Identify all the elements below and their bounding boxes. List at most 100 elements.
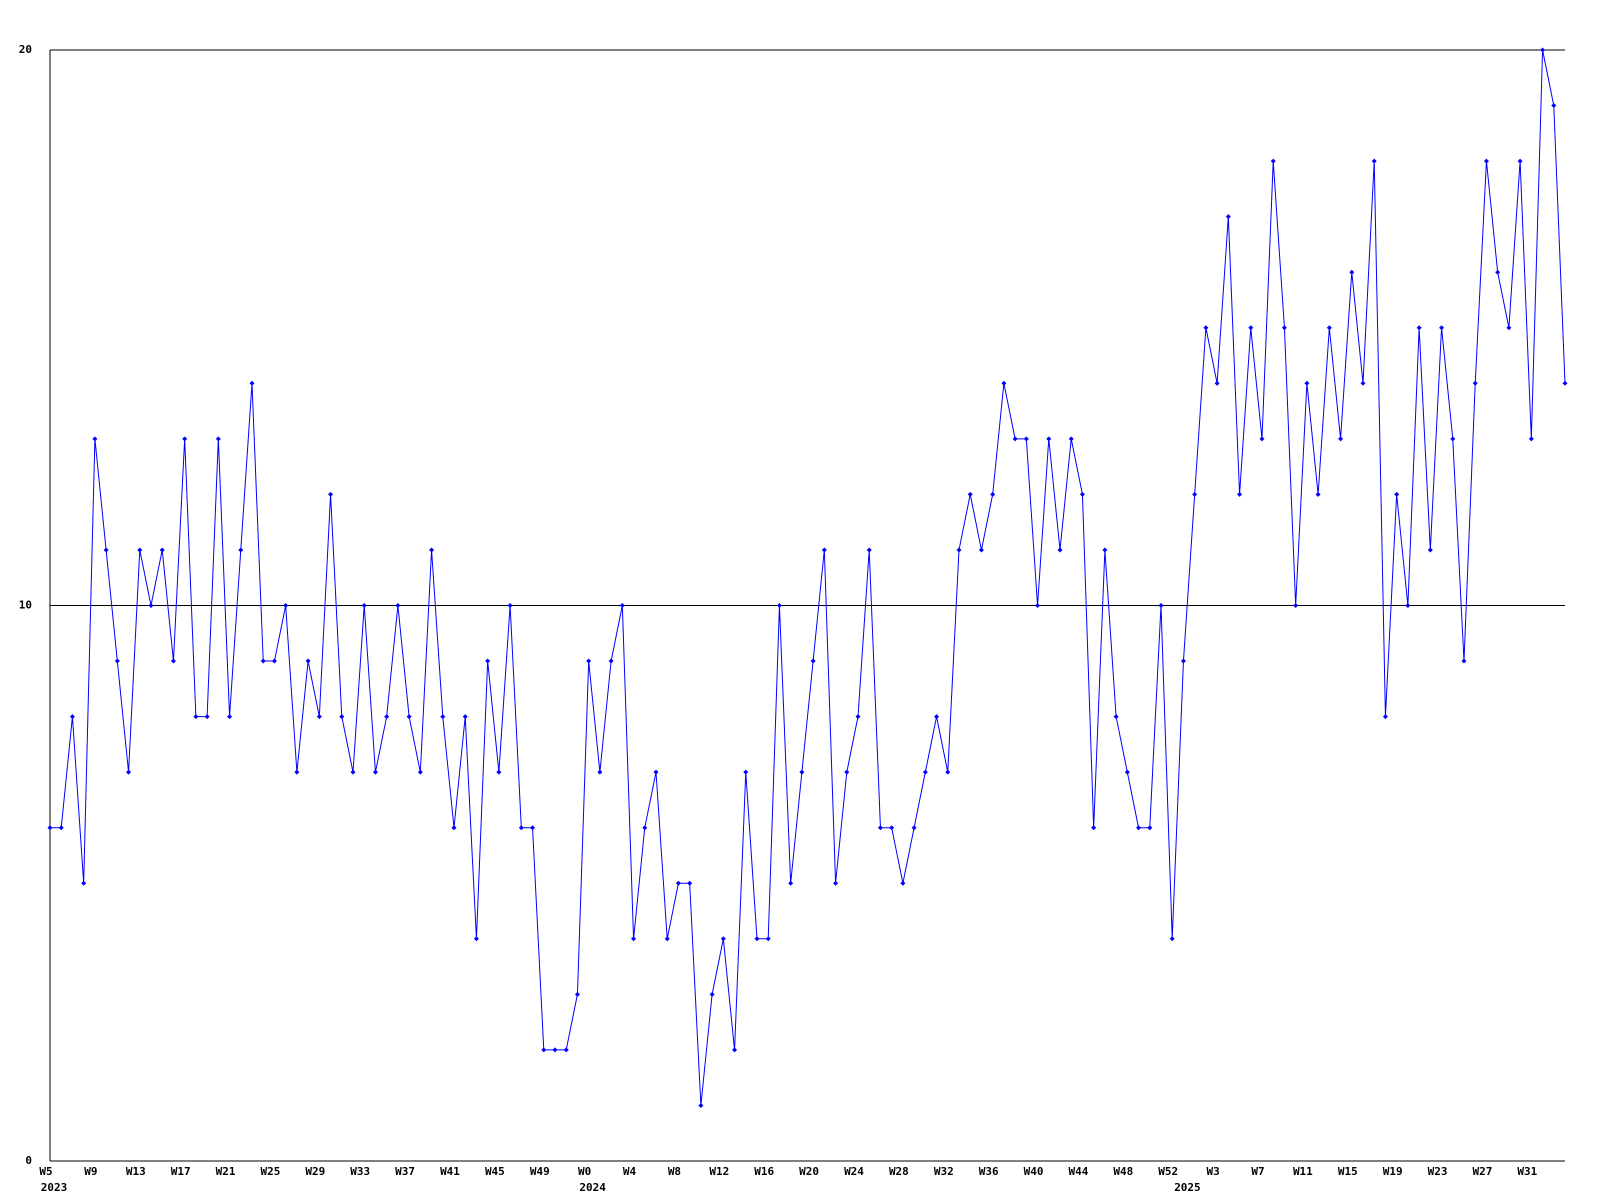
data-point (541, 1047, 547, 1053)
data-point (1450, 436, 1456, 442)
data-point (1551, 103, 1557, 109)
data-point (1259, 436, 1265, 442)
x-tick-label: W49 (530, 1165, 550, 1178)
data-point (429, 547, 435, 553)
data-point (563, 1047, 569, 1053)
data-point (720, 936, 726, 942)
data-point (361, 603, 367, 608)
data-point (799, 769, 805, 775)
x-tick-label: W8 (668, 1165, 681, 1178)
data-point (58, 825, 64, 831)
data-point (945, 769, 951, 775)
data-point (1338, 436, 1344, 442)
data-point (675, 880, 681, 886)
data-point (833, 880, 839, 886)
x-tick-label: W4 (623, 1165, 637, 1178)
data-point (1102, 547, 1108, 553)
data-point (496, 769, 502, 775)
data-point (182, 436, 188, 442)
x-tick-label: W13 (126, 1165, 146, 1178)
x-tick-label: W17 (171, 1165, 191, 1178)
data-point (462, 714, 468, 720)
x-tick-label: W0 (578, 1165, 591, 1178)
data-point (530, 825, 536, 831)
x-tick-label: W20 (799, 1165, 819, 1178)
data-point (765, 936, 771, 942)
data-point (1046, 436, 1052, 442)
data-point (1315, 491, 1321, 497)
data-point (844, 769, 850, 775)
data-point (1057, 547, 1063, 553)
data-point (126, 769, 132, 775)
data-point (1517, 158, 1523, 164)
data-point (877, 825, 883, 831)
data-point (215, 436, 221, 442)
data-point (1158, 603, 1164, 608)
data-point (406, 714, 412, 720)
data-point (1360, 380, 1366, 386)
x-tick-label: W16 (754, 1165, 774, 1178)
data-point (1528, 436, 1534, 442)
x-tick-label: W19 (1383, 1165, 1403, 1178)
data-point (1091, 825, 1097, 831)
data-point (653, 769, 659, 775)
x-tick-label: W52 (1158, 1165, 1178, 1178)
data-point (978, 547, 984, 553)
x-tick-label: W32 (934, 1165, 954, 1178)
data-point (372, 769, 378, 775)
data-point (1169, 936, 1175, 942)
y-tick-label: 0 (25, 1154, 32, 1167)
x-year-label: 2024 (579, 1181, 606, 1194)
data-point (1023, 436, 1029, 442)
data-point (934, 714, 940, 720)
data-point (518, 825, 524, 831)
x-tick-label: W36 (979, 1165, 999, 1178)
data-point (1461, 658, 1467, 664)
data-point (586, 658, 592, 664)
data-point (1012, 436, 1018, 442)
data-point (294, 769, 300, 775)
data-point (1427, 547, 1433, 553)
data-point (249, 380, 255, 386)
data-point (1270, 158, 1276, 164)
data-point (698, 1102, 704, 1108)
data-point (776, 603, 782, 608)
x-tick-label: W15 (1338, 1165, 1358, 1178)
data-point (1281, 325, 1287, 331)
data-point (1136, 825, 1142, 831)
data-point (137, 547, 143, 553)
x-tick-label: W12 (709, 1165, 729, 1178)
data-point (1483, 158, 1489, 164)
x-tick-label: W41 (440, 1165, 460, 1178)
data-point (1562, 380, 1568, 386)
data-point (170, 658, 176, 664)
data-point (47, 825, 53, 831)
x-tick-label: W25 (261, 1165, 281, 1178)
data-point (384, 714, 390, 720)
data-point (1439, 325, 1445, 331)
x-tick-label: W31 (1517, 1165, 1537, 1178)
data-point (1371, 158, 1377, 164)
x-tick-label: W44 (1069, 1165, 1089, 1178)
data-point (687, 880, 693, 886)
data-point (283, 603, 289, 608)
data-point (1495, 269, 1501, 275)
data-point (1113, 714, 1119, 720)
data-point (507, 603, 513, 608)
data-point (350, 769, 356, 775)
x-tick-label: W37 (395, 1165, 415, 1178)
data-point (1472, 380, 1478, 386)
x-tick-label: W9 (84, 1165, 97, 1178)
data-point (608, 658, 614, 664)
x-tick-label: W48 (1113, 1165, 1133, 1178)
x-tick-label: W27 (1473, 1165, 1493, 1178)
data-point (664, 936, 670, 942)
data-point (956, 547, 962, 553)
data-point (271, 658, 277, 664)
data-point (1214, 380, 1220, 386)
x-tick-label: W28 (889, 1165, 909, 1178)
x-tick-label: W23 (1428, 1165, 1448, 1178)
data-point (967, 491, 973, 497)
data-point (552, 1047, 558, 1053)
